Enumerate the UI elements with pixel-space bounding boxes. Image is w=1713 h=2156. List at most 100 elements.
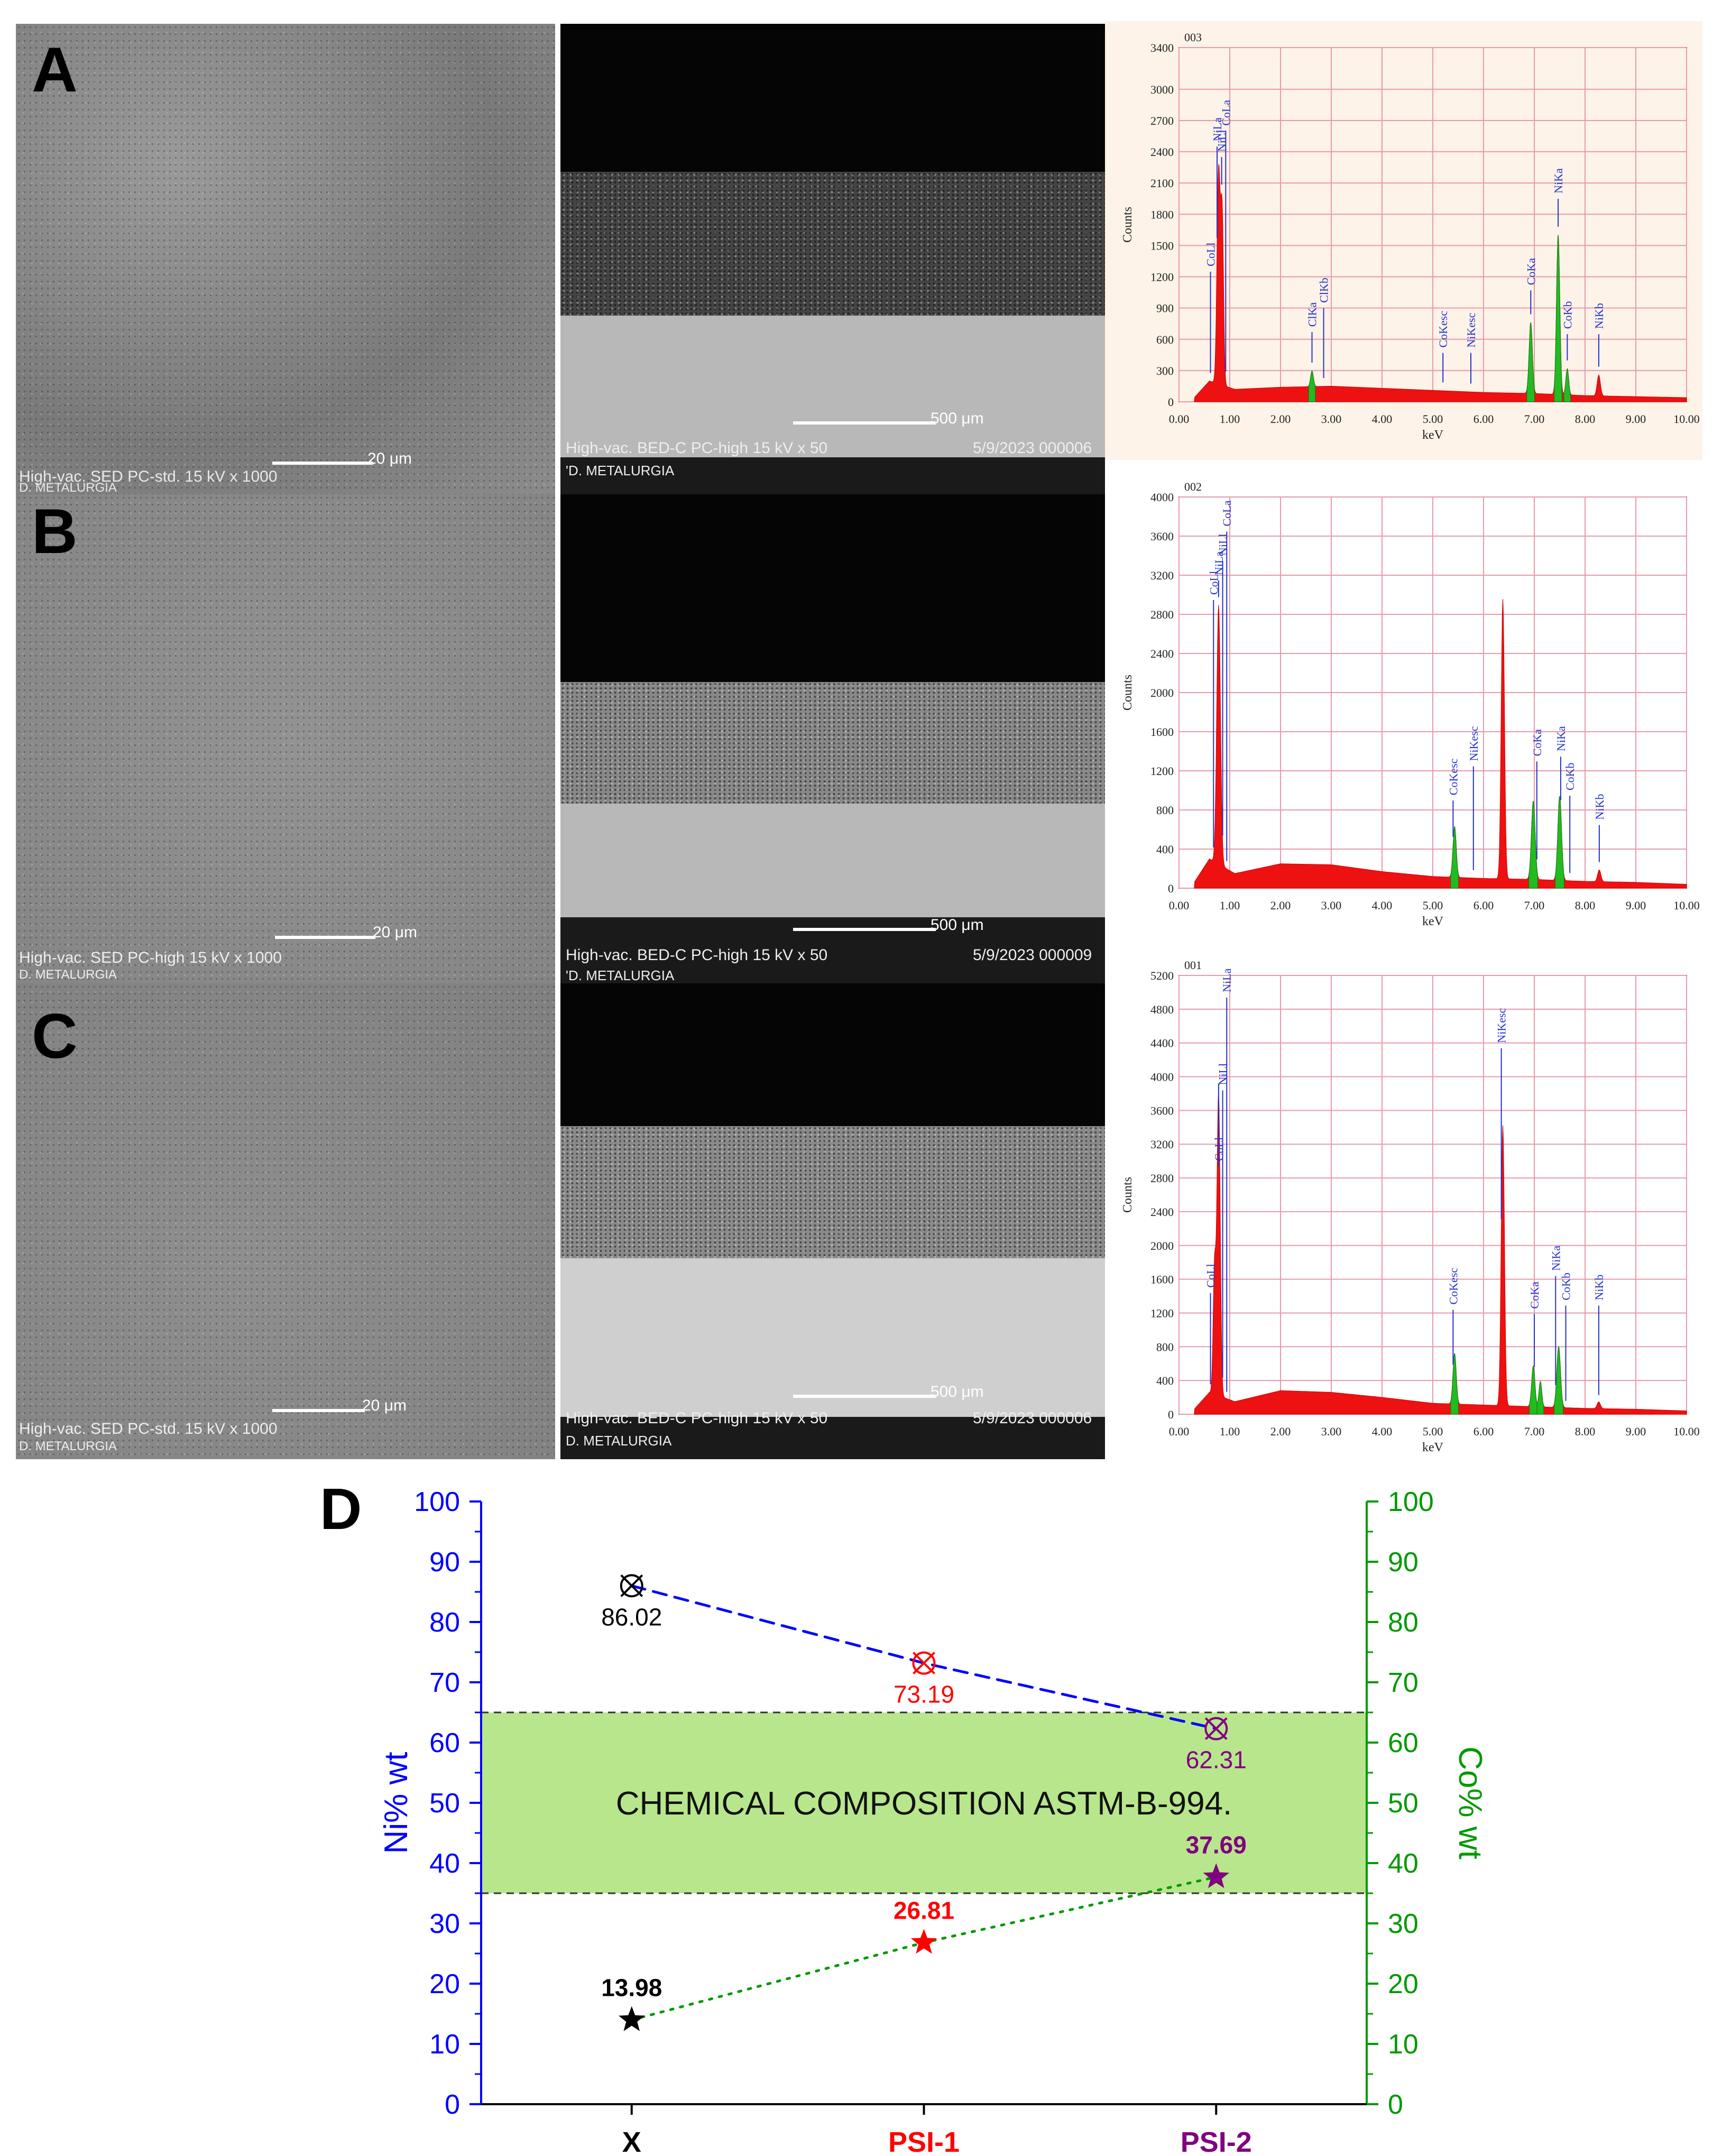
left-tick-label: 70 — [429, 1667, 460, 1698]
eds-element-label: NiLa — [1211, 117, 1224, 141]
left-tick-label: 60 — [429, 1728, 460, 1758]
eds-x-tick: 3.00 — [1321, 1425, 1342, 1438]
caption-c-cross-line1: High-vac. BED-C PC-high 15 kV x 50 — [566, 1409, 828, 1427]
eds-y-tick: 2800 — [1150, 1172, 1174, 1185]
eds-peak-green — [1563, 368, 1571, 402]
eds-element-label: NiKesc — [1495, 1008, 1508, 1043]
left-tick-label: 20 — [429, 1969, 460, 2000]
left-tick-label: 30 — [429, 1909, 460, 1939]
eds-x-tick: 7.00 — [1524, 412, 1545, 426]
eds-spectrum-area — [1194, 164, 1687, 402]
left-tick-label: 0 — [445, 2089, 460, 2120]
eds-x-tick: 10.00 — [1673, 1425, 1700, 1438]
panel-letter-c: C — [32, 1001, 78, 1072]
caption-b-top-line2: D. METALURGIA — [19, 968, 117, 982]
eds-x-tick: 9.00 — [1626, 1425, 1646, 1438]
eds-spectrum-a: 0.00 1.00 2.00 3.00 4.00 5.00 6.00 7.00 8.00 9.00… — [1105, 21, 1702, 460]
ni-marker — [620, 1574, 643, 1598]
eds-x-tick: 8.00 — [1575, 1425, 1596, 1438]
eds-x-label: keV — [1422, 915, 1444, 928]
eds-y-tick: 3600 — [1150, 530, 1174, 543]
eds-y-tick: 4000 — [1150, 491, 1174, 504]
eds-spectrum-id: 003 — [1184, 31, 1202, 44]
eds-element-label: NiKb — [1592, 303, 1606, 329]
scale-label-a-top: 20 μm — [367, 450, 412, 467]
eds-element-label: NiKa — [1554, 726, 1568, 751]
eds-y-tick: 1800 — [1150, 208, 1174, 221]
caption-c-top-line2: D. METALURGIA — [19, 1439, 117, 1453]
caption-line1: High-vac. SED PC-std. 15 kV x 1000 — [19, 468, 278, 485]
caption-a-cross-date: 5/9/2023 000006 — [973, 439, 1092, 457]
eds-y-tick: 2800 — [1150, 608, 1174, 621]
scale-bar-b-cross — [793, 928, 936, 931]
eds-y-tick: 800 — [1156, 804, 1174, 817]
eds-element-label: CoLa — [1220, 500, 1233, 526]
eds-y-tick: 3400 — [1150, 41, 1174, 54]
eds-x-tick: 2.00 — [1270, 899, 1291, 912]
eds-y-tick: 3600 — [1150, 1104, 1174, 1117]
eds-element-label: NiKesc — [1465, 312, 1478, 347]
scale-label-b-cross: 500 μm — [931, 916, 984, 934]
eds-y-tick: 400 — [1156, 843, 1174, 856]
eds-x-tick: 4.00 — [1372, 1425, 1393, 1438]
eds-y-tick: 400 — [1156, 1374, 1174, 1387]
caption-c-top-line1: High-vac. SED PC-std. 15 kV x 1000 — [19, 1420, 278, 1438]
eds-spectrum-id: 002 — [1184, 480, 1202, 493]
eds-element-label: NiLl — [1217, 533, 1230, 556]
eds-x-tick: 10.00 — [1673, 412, 1700, 426]
co-value-label: 26.81 — [894, 1896, 954, 1924]
eds-peak-green — [1526, 322, 1535, 402]
ni-marker — [912, 1651, 936, 1675]
co-marker — [619, 2006, 645, 2031]
caption-c-cross-date: 5/9/2023 000006 — [973, 1409, 1092, 1427]
caption-c-cross-line2: D. METALURGIA — [566, 1433, 672, 1449]
eds-element-label: CoKb — [1560, 1273, 1573, 1301]
eds-element-label: CoKb — [1563, 762, 1577, 790]
eds-element-label: NiLa — [1212, 551, 1226, 575]
ni-value-label: 86.02 — [601, 1603, 662, 1630]
eds-element-label: CoKesc — [1447, 758, 1460, 795]
eds-x-tick: 4.00 — [1372, 412, 1393, 426]
eds-y-tick: 2400 — [1150, 647, 1174, 660]
left-tick-label: 10 — [429, 2029, 460, 2060]
caption-b-top-line1: High-vac. SED PC-high 15 kV x 1000 — [19, 949, 282, 966]
eds-y-tick: 2000 — [1150, 686, 1174, 699]
eds-x-tick: 5.00 — [1423, 899, 1443, 912]
eds-spectrum-id: 001 — [1184, 959, 1202, 972]
eds-x-tick: 6.00 — [1473, 1425, 1494, 1438]
scale-label-c-cross: 500 μm — [931, 1383, 984, 1401]
eds-x-tick: 1.00 — [1220, 899, 1240, 912]
eds-element-label: NiKb — [1592, 1275, 1606, 1301]
eds-x-tick: 0.00 — [1169, 1425, 1190, 1438]
eds-spectrum-area — [1194, 1090, 1687, 1415]
right-tick-label: 0 — [1388, 2089, 1403, 2120]
eds-x-tick: 0.00 — [1169, 899, 1190, 912]
eds-element-label: NiKesc — [1467, 726, 1480, 761]
eds-y-tick: 1200 — [1150, 764, 1174, 778]
eds-x-tick: 5.00 — [1423, 412, 1443, 426]
eds-element-label: CoLl — [1212, 1137, 1226, 1161]
left-tick-label: 40 — [429, 1848, 460, 1879]
eds-y-tick: 4800 — [1150, 1003, 1174, 1016]
eds-y-tick: 2100 — [1150, 177, 1174, 190]
eds-y-label: Counts — [1121, 675, 1135, 711]
eds-x-tick: 1.00 — [1220, 412, 1240, 426]
eds-element-label: ClKa — [1306, 302, 1319, 327]
eds-x-tick: 7.00 — [1524, 1425, 1545, 1438]
eds-y-tick: 0 — [1168, 882, 1174, 895]
eds-element-label: NiKb — [1593, 794, 1606, 820]
eds-element-label: NiLa — [1220, 968, 1233, 992]
eds-x-tick: 2.00 — [1270, 412, 1291, 426]
eds-element-label: CoLl — [1204, 243, 1218, 266]
eds-y-label: Counts — [1121, 207, 1135, 243]
eds-y-tick: 800 — [1156, 1340, 1174, 1353]
eds-element-label: CoKa — [1524, 258, 1537, 285]
caption-b-cross-date: 5/9/2023 000009 — [973, 946, 1092, 964]
co-value-label: 13.98 — [601, 1974, 662, 2002]
eds-element-label: NiLl — [1217, 1063, 1230, 1085]
eds-y-label: Counts — [1121, 1177, 1135, 1213]
left-tick-label: 50 — [429, 1788, 460, 1819]
eds-y-tick: 3200 — [1150, 569, 1174, 582]
eds-x-tick: 9.00 — [1626, 899, 1646, 912]
scale-bar-b-top — [275, 936, 375, 939]
